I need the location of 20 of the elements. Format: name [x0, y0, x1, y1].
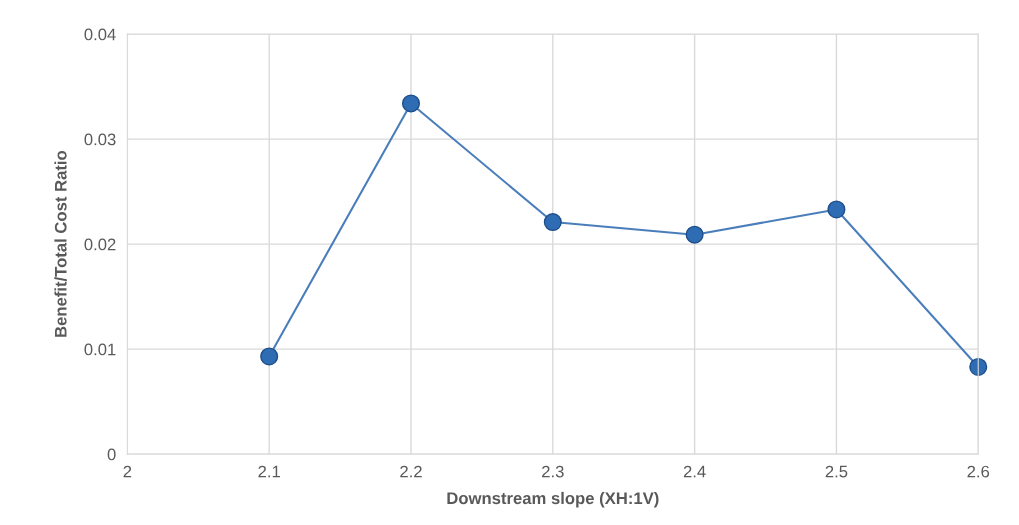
x-axis-title: Downstream slope (XH:1V) [447, 491, 659, 508]
y-tick-label: 0.03 [84, 133, 116, 146]
point [401, 94, 421, 113]
x-tick-label: 2.5 [825, 465, 848, 478]
x-tick-label: 2.1 [258, 465, 280, 478]
x-tick-label: 2.6 [967, 465, 990, 478]
point [827, 200, 846, 219]
x-tick-label: 2.3 [542, 465, 564, 478]
x-tick-label: 2.2 [400, 465, 422, 478]
y-axis-title: Benefit/Total Cost Ratio [54, 150, 67, 337]
y-tick-label: 0.02 [84, 238, 116, 251]
y-tick-label: 0.04 [84, 28, 116, 41]
point [685, 225, 704, 244]
point [543, 213, 562, 232]
x-tick-label: 2.4 [683, 465, 706, 478]
x-tick-label: 2 [123, 465, 132, 478]
y-tick-label: 0.01 [84, 343, 116, 356]
y-tick-label: 0 [107, 448, 116, 461]
point [260, 347, 279, 366]
point [969, 357, 988, 377]
